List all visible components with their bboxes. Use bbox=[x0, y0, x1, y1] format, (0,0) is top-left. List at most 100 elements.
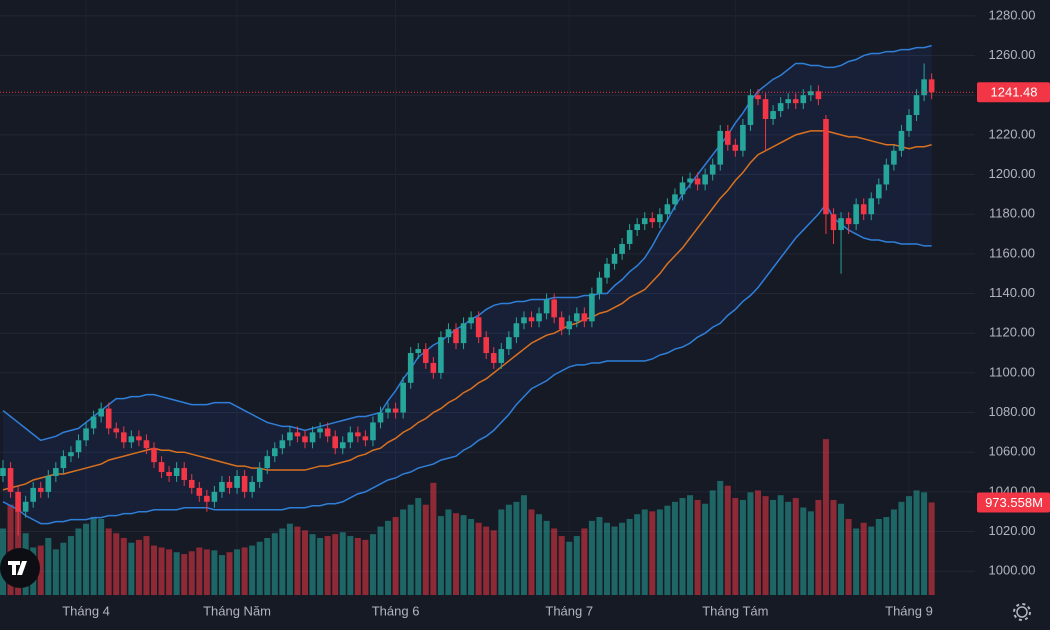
candle-body bbox=[475, 317, 482, 338]
volume-bar bbox=[679, 498, 686, 595]
volume-bar bbox=[83, 523, 90, 595]
grid bbox=[0, 0, 975, 595]
volume-bar bbox=[860, 522, 867, 595]
candle-body bbox=[777, 103, 784, 112]
candle-body bbox=[204, 495, 210, 502]
candle-body bbox=[392, 408, 399, 413]
candle-body bbox=[45, 476, 52, 492]
volume-bar bbox=[551, 528, 558, 595]
volume-bar bbox=[437, 516, 444, 595]
candle-body bbox=[928, 79, 935, 93]
candle-body bbox=[792, 99, 799, 104]
volume-bar bbox=[52, 549, 59, 595]
volume-bar bbox=[354, 537, 361, 595]
candle-body bbox=[166, 472, 172, 476]
candle-body bbox=[566, 321, 573, 330]
candle-body bbox=[898, 130, 905, 151]
candle-body bbox=[90, 416, 97, 429]
volume-bar bbox=[928, 502, 935, 595]
candle-body bbox=[596, 277, 603, 294]
volume-bar bbox=[739, 499, 746, 595]
candle-body bbox=[256, 468, 263, 482]
candle-body bbox=[543, 299, 550, 314]
candle-body bbox=[694, 178, 701, 185]
candle-body bbox=[717, 130, 724, 165]
volume-bar bbox=[649, 511, 656, 595]
volume-bar bbox=[543, 520, 550, 595]
candle-body bbox=[747, 95, 754, 125]
candle-body bbox=[770, 111, 776, 119]
volume-bar bbox=[128, 542, 135, 595]
volume-bar bbox=[890, 509, 897, 595]
candle-body bbox=[589, 293, 595, 322]
y-tick-label: 1160.00 bbox=[989, 245, 1035, 260]
volume-bar bbox=[762, 496, 769, 595]
volume-bar bbox=[656, 509, 663, 595]
volume-bar bbox=[619, 522, 626, 595]
volume-bar bbox=[777, 495, 784, 595]
volume-bar bbox=[302, 530, 308, 595]
candle-body bbox=[30, 487, 36, 502]
y-tick-label: 1220.00 bbox=[989, 126, 1036, 141]
candle-body bbox=[891, 150, 897, 165]
y-tick-label: 1260.00 bbox=[989, 47, 1036, 62]
candle-body bbox=[302, 436, 308, 443]
candle-body bbox=[641, 218, 648, 225]
volume-bar bbox=[7, 504, 14, 595]
candle-body bbox=[551, 299, 557, 318]
volume-bar bbox=[724, 485, 731, 595]
band-upper bbox=[2, 44, 932, 442]
candle-body bbox=[173, 468, 180, 476]
candle-body bbox=[860, 204, 867, 215]
volume-pane bbox=[0, 439, 935, 595]
candle-body bbox=[60, 456, 67, 469]
candle-body bbox=[921, 79, 927, 96]
logo[interactable] bbox=[0, 548, 40, 588]
volume-bar bbox=[279, 528, 286, 595]
volume-bar bbox=[256, 541, 263, 595]
candle-body bbox=[657, 214, 663, 223]
settings-icon[interactable] bbox=[1013, 603, 1031, 621]
candle-body bbox=[15, 491, 21, 512]
candle-body bbox=[626, 230, 633, 244]
candle-body bbox=[528, 317, 535, 322]
volume-bar bbox=[385, 520, 392, 595]
y-tick-label: 1280.00 bbox=[989, 7, 1036, 22]
candle-body bbox=[498, 349, 505, 363]
volume-bar bbox=[611, 526, 618, 595]
volume-bar bbox=[792, 498, 799, 595]
candle-body bbox=[913, 95, 920, 116]
volume-bar bbox=[513, 501, 520, 595]
volume-bar bbox=[407, 504, 414, 595]
volume-bar bbox=[558, 536, 565, 595]
candle-body bbox=[558, 317, 565, 330]
volume-bar bbox=[286, 523, 293, 595]
y-tick-label: 1080.00 bbox=[989, 404, 1036, 419]
candle-body bbox=[0, 468, 6, 476]
candle-body bbox=[7, 468, 14, 492]
volume-bar bbox=[241, 547, 248, 595]
volume-bar bbox=[90, 517, 97, 595]
candle-body bbox=[75, 440, 82, 453]
candle-body bbox=[853, 204, 859, 225]
candle-body bbox=[574, 313, 580, 322]
candle-body bbox=[423, 349, 429, 363]
candle-body bbox=[604, 263, 610, 278]
volume-bar bbox=[528, 509, 535, 595]
candle-body bbox=[332, 436, 338, 449]
volume-bar bbox=[415, 498, 422, 595]
volume-bar bbox=[294, 526, 301, 595]
candle-body bbox=[241, 476, 248, 492]
candle-body bbox=[385, 408, 391, 413]
volume-bar bbox=[113, 533, 120, 595]
volume-bar bbox=[634, 514, 641, 595]
candle-body bbox=[868, 198, 875, 215]
candle-body bbox=[105, 408, 112, 429]
candle-body bbox=[679, 182, 686, 195]
volume-bar bbox=[271, 533, 278, 595]
volume-bar bbox=[838, 503, 845, 595]
candle-body bbox=[407, 353, 414, 383]
candle-body bbox=[370, 422, 376, 441]
band-fill bbox=[3, 45, 932, 524]
logo-mark bbox=[8, 561, 27, 575]
